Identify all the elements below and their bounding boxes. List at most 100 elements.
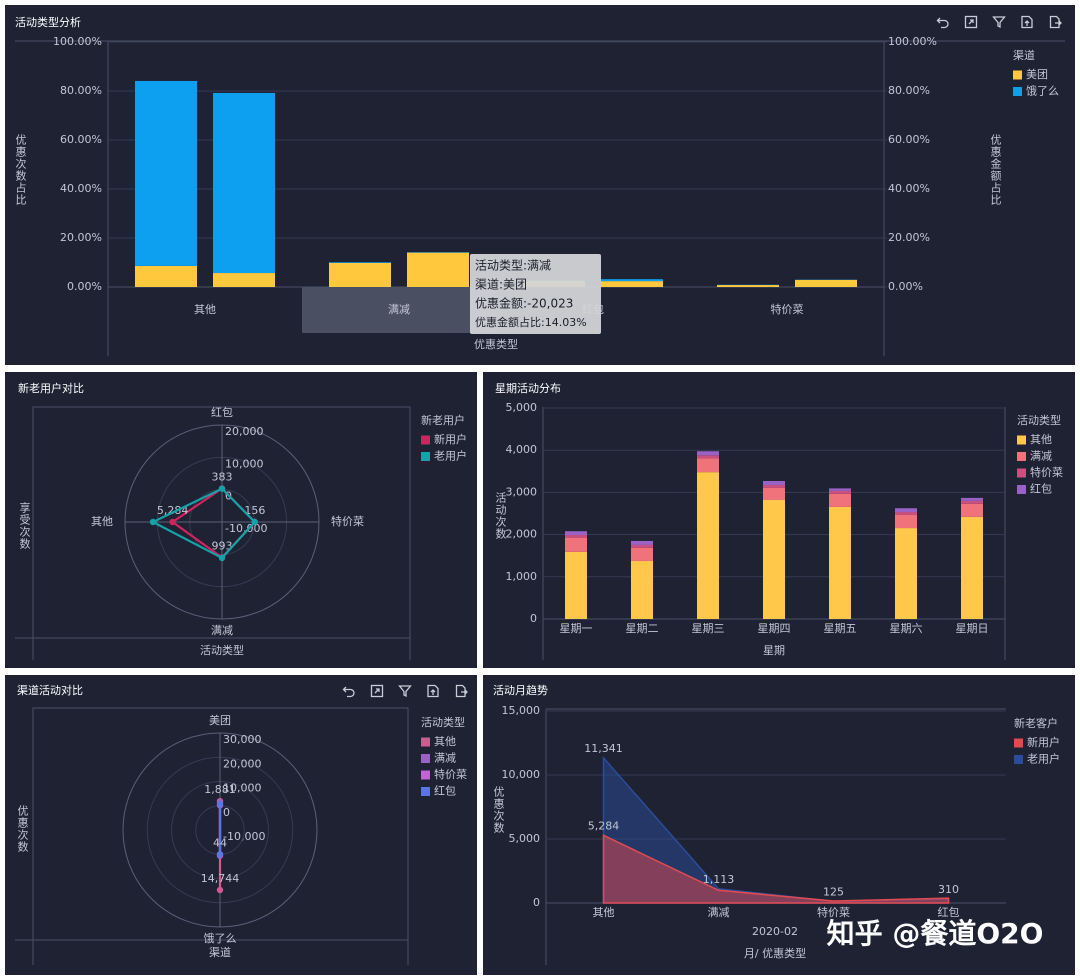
legend-title: 活动类型 [1017, 413, 1061, 427]
legend-label: 老用户 [434, 449, 467, 463]
value-label: 383 [212, 470, 233, 483]
r-tick-label: 10,000 [223, 782, 262, 795]
legend-label: 其他 [434, 735, 456, 748]
panel-title: 渠道活动对比 [17, 683, 83, 697]
x-axis-title: 优惠类型 [474, 337, 518, 351]
legend-title: 新老客户 [1014, 716, 1058, 730]
legend-swatch [421, 435, 430, 445]
series-point [149, 518, 157, 526]
legend-label: 特价菜 [1030, 465, 1063, 479]
y-tick-label: 0 [530, 612, 537, 625]
x-tick-label: 其他 [194, 303, 216, 316]
x-tick-label: 星期六 [890, 622, 923, 635]
category-label: 特价菜 [331, 514, 364, 528]
y-tick-label: 0.00% [67, 280, 102, 293]
legend-label: 红包 [434, 785, 456, 798]
bar-segment [631, 544, 653, 548]
tooltip-line: 优惠金额:-20,023 [475, 296, 573, 311]
legend-swatch [1014, 755, 1023, 764]
x-axis-title: 活动类型 [200, 643, 244, 657]
series-point [218, 554, 226, 562]
bar-segment [601, 279, 663, 282]
x-tick-label: 星期三 [692, 622, 725, 635]
bar-segment [717, 285, 779, 287]
legend-title: 新老用户 [421, 413, 465, 427]
series-area [602, 834, 950, 904]
y-axis-title: 优惠次数 [16, 805, 29, 853]
x-tick-label: 满减 [388, 303, 410, 316]
x-tick-label: 其他 [593, 906, 615, 919]
x-tick-label: 特价菜 [771, 302, 804, 316]
y-tick-label: 60.00% [60, 133, 102, 146]
legend-label: 美团 [1026, 68, 1048, 81]
tooltip: 活动类型:满减 渠道:美团 优惠金额:-20,023 优惠金额占比:14.03% [470, 254, 601, 334]
bar-segment [329, 262, 391, 263]
y-tick-label: 100.00% [53, 35, 102, 48]
y-tick-label: 5,000 [509, 832, 541, 845]
y-tick-label: 80.00% [60, 84, 102, 97]
y-tick-label: 3,000 [506, 485, 538, 498]
r-tick-label: 20,000 [223, 757, 262, 770]
x-tick-label: 红包 [938, 906, 960, 919]
bar-segment [829, 490, 851, 494]
legend-label: 新用户 [434, 432, 467, 446]
x-tick-label: 星期四 [758, 622, 791, 635]
frames [15, 40, 1065, 965]
tooltip-box [470, 254, 601, 334]
panel-title: 星期活动分布 [495, 382, 561, 395]
legend-label: 满减 [434, 752, 456, 765]
value-label: 1,881 [204, 783, 236, 796]
bar-segment [895, 512, 917, 515]
bar-segment [565, 537, 587, 552]
value-label: 1,113 [703, 873, 735, 886]
y-axis-title: 享受次数 [18, 501, 31, 550]
panel-title: 活动类型分析 [15, 15, 81, 29]
x-tick-label: 星期二 [626, 622, 659, 635]
value-label: 125 [823, 885, 844, 898]
bar-segment [961, 516, 983, 619]
category-label: 满减 [211, 624, 233, 637]
x-group-label: 2020-02 [752, 925, 798, 938]
bar-segment [135, 265, 197, 287]
bar-segment [961, 500, 983, 504]
series-point [218, 485, 226, 492]
legend-label: 特价菜 [434, 767, 467, 781]
watermark: 知乎 @餐道O2O [827, 917, 1044, 950]
y-tick-label: 40.00% [60, 182, 102, 195]
x-tick-label: 特价菜 [817, 905, 850, 919]
bar-segment [565, 551, 587, 619]
legend-label: 老用户 [1027, 752, 1060, 766]
bar-segment [697, 455, 719, 459]
y2-tick-label: 60.00% [888, 133, 930, 146]
bar-segment [829, 493, 851, 507]
y-tick-label: 10,000 [502, 768, 541, 781]
series-point [251, 518, 258, 526]
legend-swatch [1017, 452, 1026, 461]
bar-segment [697, 451, 719, 456]
tooltip-line: 渠道:美团 [475, 278, 527, 292]
bar-segment [795, 279, 857, 287]
legend-swatch [421, 787, 430, 796]
value-label: 993 [212, 540, 233, 553]
y2-tick-label: 40.00% [888, 182, 930, 195]
y-tick-label: 4,000 [506, 443, 538, 456]
r-tick-label: 10,000 [225, 457, 264, 470]
category-label: 美团 [209, 714, 231, 727]
series-point [216, 886, 224, 894]
tooltip-line: 优惠金额占比:14.03% [475, 315, 587, 329]
value-label: 310 [938, 883, 959, 896]
r-tick-label: 20,000 [225, 425, 264, 438]
y2-axis-title: 优惠金额占比 [989, 134, 1002, 206]
legend-swatch [421, 737, 430, 747]
bar-segment [631, 540, 653, 545]
legend-label: 满减 [1030, 450, 1052, 463]
bar-segment [407, 252, 469, 287]
tooltip-line: 活动类型:满减 [475, 259, 551, 273]
legend-label: 饿了么 [1026, 84, 1059, 98]
y-axis-title: 优惠次数 [492, 786, 505, 834]
x-axis-title: 星期 [763, 644, 785, 657]
bar-segment [135, 80, 197, 266]
category-label: 其他 [91, 515, 113, 528]
panel-title: 新老用户对比 [18, 381, 84, 395]
